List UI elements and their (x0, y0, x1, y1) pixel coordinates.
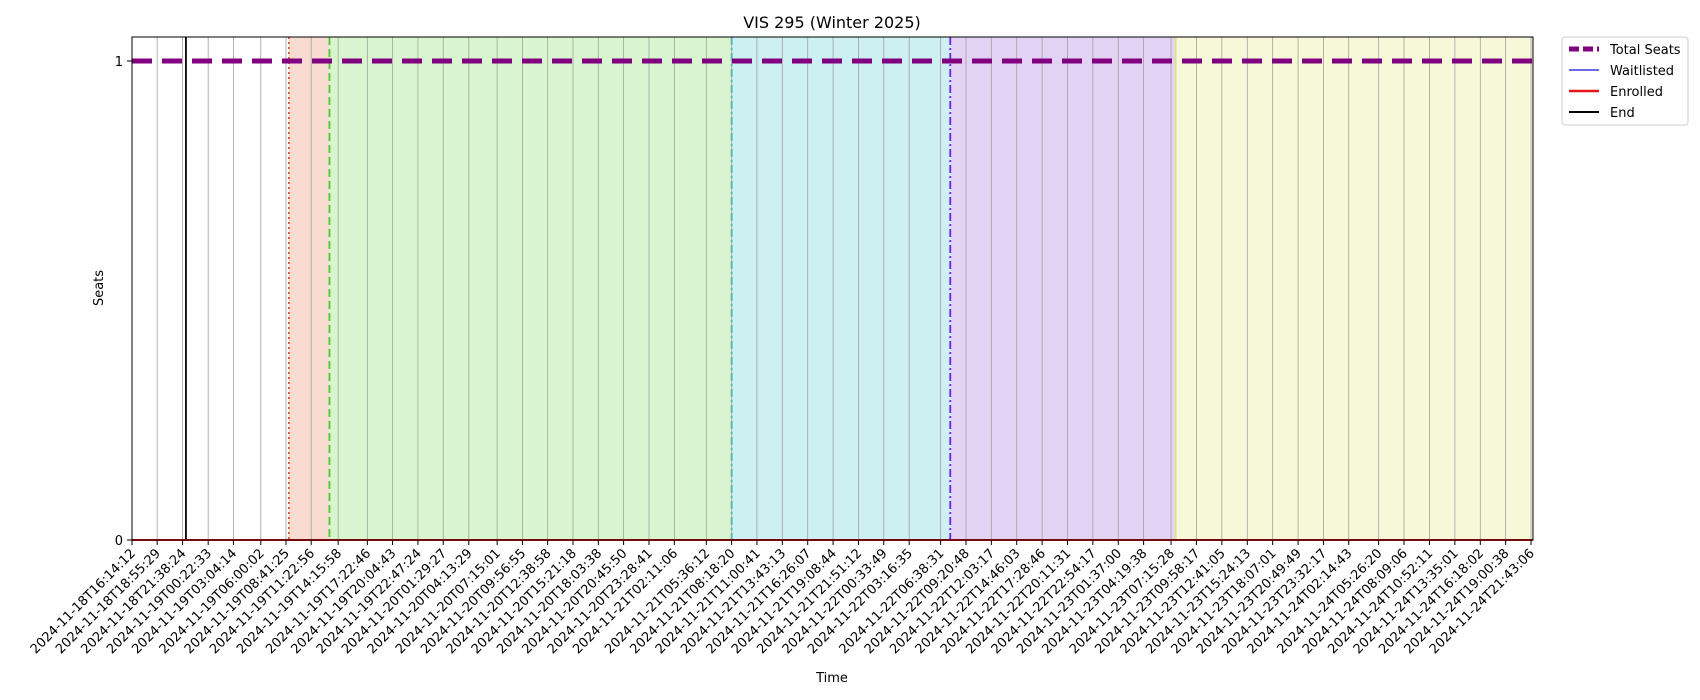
y-tick-label-1: 1 (115, 55, 123, 70)
shaded-region-5 (1175, 37, 1533, 540)
x-axis: 2024-11-18T16:14:122024-11-18T18:55:2920… (28, 540, 1538, 657)
y-axis-label: Seats (92, 270, 107, 306)
y-tick-label-0: 0 (115, 534, 123, 549)
legend-label-4: End (1610, 106, 1635, 121)
legend-label-2: Waitlisted (1610, 64, 1674, 79)
grid-lines (131, 37, 1532, 540)
shaded-region-1 (288, 37, 330, 540)
legend-label-1: Total Seats (1609, 43, 1681, 58)
shaded-region-3 (731, 37, 951, 540)
legend-label-3: Enrolled (1610, 85, 1663, 100)
legend: Total Seats Waitlisted Enrolled End (1561, 36, 1689, 126)
y-axis: 01 (115, 55, 132, 549)
legend-box (1561, 36, 1689, 126)
plot-frame (131, 36, 1534, 541)
shaded-region-2 (329, 37, 732, 540)
chart-title: VIS 295 (Winter 2025) (743, 13, 921, 32)
shaded-regions (287, 37, 1533, 540)
x-axis-label: Time (815, 671, 848, 686)
shaded-region-4 (950, 37, 1176, 540)
